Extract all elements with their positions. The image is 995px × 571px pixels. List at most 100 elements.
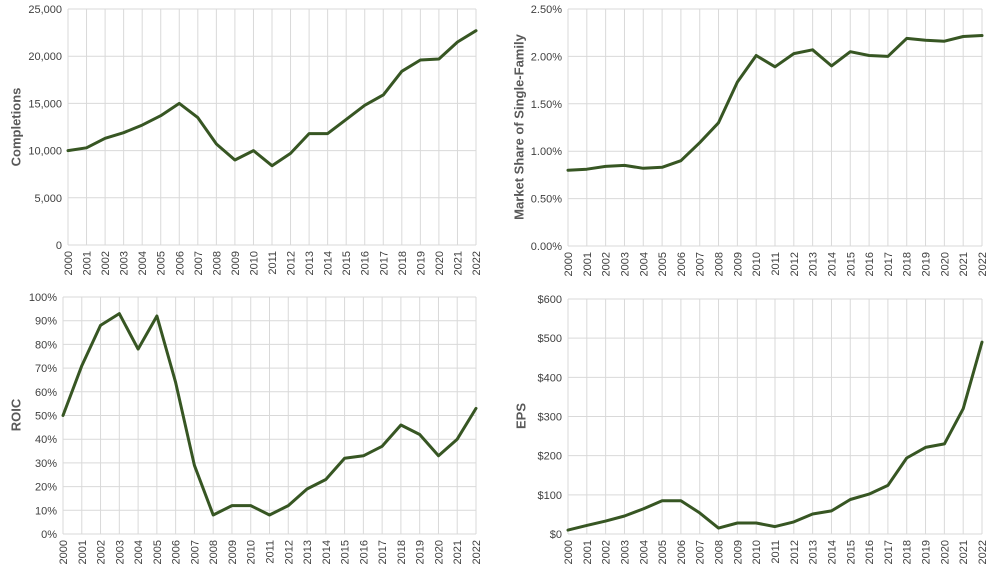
x-tick-label: 2010 — [248, 251, 260, 275]
data-point — [80, 364, 83, 367]
x-tick-label: 2009 — [732, 540, 744, 564]
x-tick-label: 2015 — [845, 540, 857, 564]
data-point — [324, 478, 327, 481]
x-tick-label: 2020 — [433, 540, 445, 564]
x-tick-label: 2010 — [246, 540, 258, 564]
x-tick-label: 2012 — [789, 540, 801, 564]
data-point — [178, 102, 181, 105]
x-tick-label: 2017 — [883, 252, 895, 276]
y-tick-label: $300 — [538, 412, 562, 424]
x-tick-label: 2007 — [193, 251, 205, 275]
x-tick-label: 2013 — [302, 540, 314, 564]
data-point — [193, 464, 196, 467]
data-point — [585, 168, 588, 171]
x-tick-label: 2002 — [601, 252, 613, 276]
y-tick-label: 30% — [35, 458, 57, 470]
x-tick-label: 2005 — [152, 540, 164, 564]
x-tick-label: 2013 — [808, 252, 820, 276]
x-tick-label: 2000 — [563, 252, 575, 276]
x-tick-label: 2012 — [286, 251, 298, 275]
data-point — [886, 484, 889, 487]
series-line — [66, 29, 478, 168]
x-tick-label: 2017 — [883, 540, 895, 564]
x-tick-label: 2004 — [137, 251, 149, 275]
x-tick-label: 2018 — [902, 540, 914, 564]
data-point — [271, 164, 274, 167]
data-point — [85, 146, 88, 149]
y-axis-label: Market Share of Single-Family — [511, 33, 526, 219]
x-tick-label: 2014 — [323, 251, 335, 275]
x-tick-label: 2022 — [977, 252, 989, 276]
data-point — [67, 149, 70, 152]
x-tick-label: 2002 — [96, 540, 108, 564]
data-point — [623, 514, 626, 517]
y-tick-label: $200 — [538, 451, 562, 463]
x-tick-label: 2005 — [657, 540, 669, 564]
y-tick-label: 0.00% — [531, 241, 562, 253]
x-tick-label: 2003 — [119, 251, 131, 275]
data-point — [736, 80, 739, 83]
y-tick-label: 10% — [35, 505, 57, 517]
x-tick-label: 2011 — [770, 540, 782, 564]
data-point — [567, 169, 570, 172]
data-point — [362, 454, 365, 457]
y-tick-label: 0 — [56, 240, 62, 252]
data-point — [212, 514, 215, 517]
data-point — [661, 166, 664, 169]
x-tick-label: 2008 — [208, 540, 220, 564]
y-tick-label: 25,000 — [28, 4, 62, 16]
x-tick-label: 2005 — [156, 251, 168, 275]
series-line — [566, 340, 984, 532]
y-tick-label: 80% — [35, 339, 57, 351]
data-point — [661, 499, 664, 502]
x-tick-label: 2006 — [171, 540, 183, 564]
x-tick-label: 2018 — [396, 540, 408, 564]
y-axis-label: EPS — [513, 403, 528, 429]
data-point — [811, 513, 814, 516]
x-tick-label: 2015 — [340, 540, 352, 564]
x-tick-label: 2001 — [77, 540, 89, 564]
data-point — [419, 58, 422, 61]
x-tick-label: 2000 — [63, 251, 75, 275]
x-tick-label: 2021 — [958, 540, 970, 564]
x-tick-label: 2019 — [921, 540, 933, 564]
x-tick-label: 2016 — [864, 540, 876, 564]
data-point — [642, 507, 645, 510]
y-tick-label: $0 — [550, 529, 562, 541]
x-tick-label: 2012 — [789, 252, 801, 276]
y-tick-label: 40% — [35, 434, 57, 446]
x-tick-label: 2007 — [189, 540, 201, 564]
x-tick-label: 2016 — [864, 252, 876, 276]
data-point — [456, 41, 459, 44]
data-point — [943, 442, 946, 445]
data-point — [268, 514, 271, 517]
chart-4: $0 $100 $200 $300 $400 $500 $600 2000 2001 2002 20… — [513, 294, 989, 564]
data-point — [886, 55, 889, 58]
chart-1: 0 5,000 10,000 15,000 20,000 25,000 2000 2001 20… — [8, 4, 483, 275]
data-point — [62, 414, 65, 417]
data-point — [642, 167, 645, 170]
x-tick-label: 2013 — [304, 251, 316, 275]
data-point — [308, 132, 311, 135]
x-tick-label: 2014 — [826, 540, 838, 564]
x-tick-label: 2020 — [939, 252, 951, 276]
x-tick-label: 2019 — [921, 252, 933, 276]
data-point — [849, 50, 852, 53]
x-tick-label: 2006 — [676, 540, 688, 564]
data-point — [905, 457, 908, 460]
x-tick-label: 2001 — [582, 252, 594, 276]
x-tick-label: 2016 — [358, 540, 370, 564]
x-tick-label: 2004 — [133, 540, 145, 564]
x-tick-label: 2010 — [751, 540, 763, 564]
x-tick-label: 2017 — [377, 540, 389, 564]
data-point — [736, 522, 739, 525]
x-tick-label: 2011 — [267, 251, 279, 275]
series-line — [61, 312, 478, 517]
x-tick-label: 2004 — [638, 252, 650, 276]
x-tick-label: 2006 — [676, 252, 688, 276]
x-tick-label: 2011 — [265, 540, 277, 564]
x-tick-label: 2006 — [174, 251, 186, 275]
x-tick-label: 2011 — [770, 252, 782, 276]
x-tick-label: 2012 — [283, 540, 295, 564]
